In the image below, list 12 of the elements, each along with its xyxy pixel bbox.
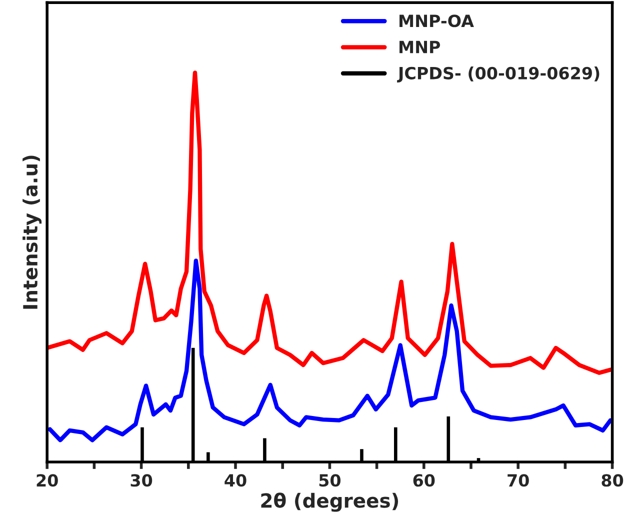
legend-label: JCPDS- (00-019-0629) [397,66,600,83]
x-tick-label: 40 [224,474,246,487]
x-axis-title: 2θ (degrees) [261,492,398,512]
x-tick-label: 30 [130,474,152,487]
y-axis-title: Intensity (a.u) [22,156,42,309]
legend-label: MNP-OA [400,14,474,28]
x-tick-label: 20 [36,474,58,487]
x-tick-label: 60 [413,474,435,487]
legend-label: MNP [400,40,440,54]
x-tick-label: 50 [319,474,340,487]
x-tick-label: 70 [508,474,529,487]
x-tick-label: 80 [602,474,624,487]
